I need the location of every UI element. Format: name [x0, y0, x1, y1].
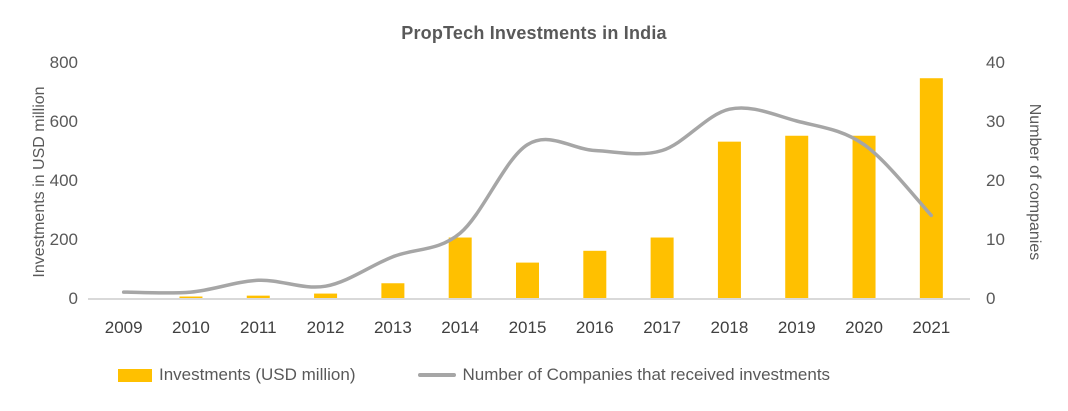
bar-2018: [717, 141, 741, 298]
x-axis-label-2021: 2021: [912, 318, 950, 337]
x-axis-label-2020: 2020: [845, 318, 883, 337]
bar-2021: [919, 78, 943, 298]
bar-2010: [179, 296, 203, 298]
right-axis-tick-10: 10: [986, 230, 1005, 249]
bar-2014: [448, 237, 472, 298]
companies-line: [121, 106, 934, 295]
left-axis-tick-400: 400: [50, 171, 78, 190]
legend-label-investments: Investments (USD million): [159, 365, 356, 384]
x-axis-label-2013: 2013: [374, 318, 412, 337]
bar-2013: [381, 283, 405, 298]
bar-2019: [785, 135, 809, 298]
right-axis-tick-20: 20: [986, 171, 1005, 190]
legend-item-companies: Number of Companies that received invest…: [417, 365, 831, 385]
left-axis-tick-600: 600: [50, 112, 78, 131]
x-axis-label-2015: 2015: [509, 318, 547, 337]
bar-2017: [650, 237, 674, 298]
x-axis-label-2012: 2012: [307, 318, 345, 337]
x-axis-label-2009: 2009: [105, 318, 143, 337]
x-axis-label-2017: 2017: [643, 318, 681, 337]
x-axis-label-2019: 2019: [778, 318, 816, 337]
left-axis-tick-200: 200: [50, 230, 78, 249]
legend-label-companies: Number of Companies that received invest…: [462, 365, 831, 384]
x-axis-label-2018: 2018: [711, 318, 749, 337]
right-axis-tick-0: 0: [986, 289, 995, 308]
bar-2011: [246, 295, 270, 298]
line-swatch-icon: [417, 373, 456, 377]
chart-title: PropTech Investments in India: [401, 23, 667, 43]
bar-2016: [583, 250, 607, 298]
right-axis-tick-30: 30: [986, 112, 1005, 131]
left-axis-tick-0: 0: [69, 289, 78, 308]
bar-2020: [852, 135, 876, 298]
x-axis-label-2011: 2011: [240, 318, 277, 337]
x-axis-label-2010: 2010: [172, 318, 210, 337]
bar-swatch-icon: [118, 368, 152, 382]
left-axis-tick-800: 800: [50, 53, 78, 72]
x-axis-label-2014: 2014: [441, 318, 479, 337]
bar-2012: [314, 293, 338, 298]
legend-item-investments: Investments (USD million): [118, 365, 356, 385]
bar-2015: [516, 262, 539, 298]
legend: Investments (USD million) Number of Comp…: [118, 365, 830, 385]
x-axis-label-2016: 2016: [576, 318, 614, 337]
right-axis-tick-40: 40: [986, 53, 1005, 72]
